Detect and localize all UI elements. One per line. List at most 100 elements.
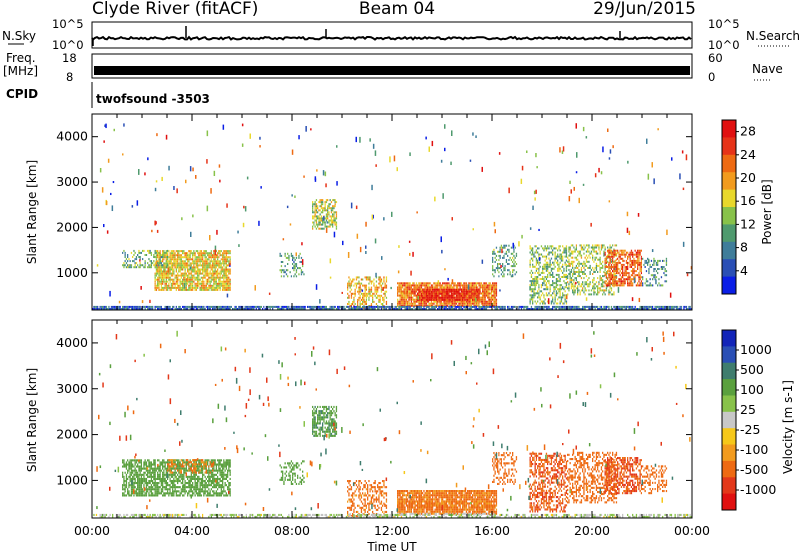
heatmap-cell bbox=[383, 305, 385, 308]
heatmap-cell bbox=[624, 255, 626, 258]
heatmap-cell bbox=[449, 305, 451, 308]
heatmap-cell bbox=[420, 300, 423, 303]
heatmap-cell bbox=[574, 308, 576, 310]
heatmap-cell bbox=[325, 209, 328, 212]
heatmap-cell bbox=[593, 260, 595, 263]
heatmap-cell bbox=[222, 284, 224, 287]
heatmap-cell bbox=[500, 305, 503, 308]
heatmap-cell bbox=[213, 260, 215, 263]
heatmap-cell bbox=[410, 298, 412, 301]
heatmap-cell bbox=[550, 257, 553, 260]
heatmap-cell bbox=[443, 298, 445, 301]
heatmap-cell bbox=[220, 258, 222, 261]
heatmap-cell bbox=[185, 256, 187, 259]
heatmap-cell bbox=[320, 211, 323, 214]
heatmap-cell bbox=[414, 292, 416, 295]
heatmap-cell bbox=[199, 256, 201, 259]
heatmap-cell bbox=[167, 274, 169, 277]
heatmap-cell bbox=[563, 308, 565, 310]
heatmap-cell bbox=[353, 298, 355, 301]
heatmap-cell bbox=[420, 298, 423, 301]
heatmap-cell bbox=[224, 308, 226, 310]
heatmap-cell bbox=[298, 256, 300, 259]
heatmap-cell bbox=[597, 277, 599, 280]
heatmap-cell bbox=[225, 276, 227, 279]
heatmap-cell bbox=[329, 308, 331, 310]
heatmap-cell bbox=[208, 262, 210, 265]
heatmap-cell bbox=[205, 280, 207, 283]
heatmap-cell bbox=[659, 284, 661, 287]
heatmap-cell bbox=[405, 305, 408, 308]
heatmap-cell bbox=[562, 296, 564, 299]
heatmap-cell bbox=[604, 282, 606, 285]
heatmap-cell bbox=[210, 254, 212, 257]
heatmap-cell bbox=[187, 276, 189, 279]
heatmap-cell bbox=[537, 296, 539, 299]
heatmap-cell bbox=[453, 292, 455, 295]
heatmap-cell bbox=[334, 219, 336, 222]
heatmap-cell bbox=[214, 258, 216, 261]
heatmap-cell bbox=[553, 276, 555, 278]
heatmap-cell bbox=[419, 290, 421, 293]
heatmap-cell bbox=[478, 290, 480, 293]
heatmap-cell bbox=[313, 223, 315, 226]
heatmap-cell bbox=[543, 278, 545, 280]
heatmap-cell bbox=[640, 249, 642, 252]
heatmap-cell bbox=[445, 292, 448, 295]
heatmap-cell bbox=[630, 259, 633, 262]
heatmap-cell bbox=[467, 292, 469, 295]
heatmap-cell bbox=[470, 302, 472, 305]
heatmap-cell bbox=[120, 308, 123, 310]
heatmap-cell bbox=[169, 286, 171, 289]
heatmap-cell bbox=[408, 300, 410, 303]
heatmap-cell bbox=[312, 203, 314, 206]
heatmap-cell bbox=[655, 308, 658, 310]
heatmap-cell bbox=[402, 286, 404, 289]
heatmap-cell bbox=[342, 308, 344, 310]
heatmap-cell bbox=[443, 292, 445, 295]
heatmap-cell bbox=[508, 263, 510, 265]
heatmap-cell bbox=[442, 286, 444, 289]
heatmap-cell bbox=[244, 308, 246, 310]
heatmap-cell bbox=[500, 308, 503, 310]
heatmap-cell bbox=[510, 308, 512, 310]
heatmap-cell bbox=[202, 270, 204, 273]
heatmap-cell bbox=[559, 284, 561, 287]
heatmap-cell bbox=[324, 201, 326, 204]
heatmap-cell bbox=[614, 305, 616, 308]
heatmap-cell bbox=[165, 288, 167, 291]
heatmap-cell bbox=[484, 304, 486, 307]
heatmap-cell bbox=[218, 262, 220, 265]
heatmap-cell bbox=[600, 266, 603, 269]
heatmap-cell bbox=[165, 260, 167, 263]
heatmap-cell bbox=[207, 270, 209, 273]
heatmap-cell bbox=[338, 305, 340, 308]
heatmap-cell bbox=[318, 201, 320, 204]
heatmap-cell bbox=[357, 300, 359, 303]
heatmap-cell bbox=[217, 288, 219, 291]
heatmap-cell bbox=[385, 284, 388, 287]
heatmap-cell bbox=[182, 305, 184, 308]
heatmap-cell bbox=[154, 256, 156, 258]
heatmap-cell bbox=[549, 259, 551, 262]
heatmap-cell bbox=[543, 294, 545, 297]
heatmap-cell bbox=[127, 260, 129, 263]
heatmap-cell bbox=[475, 292, 478, 295]
heatmap-cell bbox=[283, 308, 285, 310]
heatmap-cell bbox=[535, 259, 537, 262]
heatmap-cell bbox=[158, 276, 160, 279]
heatmap-cell bbox=[320, 203, 323, 206]
heatmap-cell bbox=[464, 294, 466, 297]
heatmap-cell bbox=[658, 259, 660, 262]
heatmap-cell bbox=[372, 296, 374, 299]
heatmap-cell bbox=[558, 255, 560, 258]
heatmap-cell bbox=[190, 282, 192, 285]
heatmap-cell bbox=[114, 305, 116, 308]
heatmap-cell bbox=[614, 278, 616, 281]
heatmap-cell bbox=[530, 253, 533, 256]
heatmap-cell bbox=[217, 252, 219, 255]
heatmap-cell bbox=[173, 258, 175, 261]
heatmap-cell bbox=[122, 251, 124, 254]
heatmap-cell bbox=[614, 308, 616, 310]
heatmap-cell bbox=[375, 290, 378, 293]
